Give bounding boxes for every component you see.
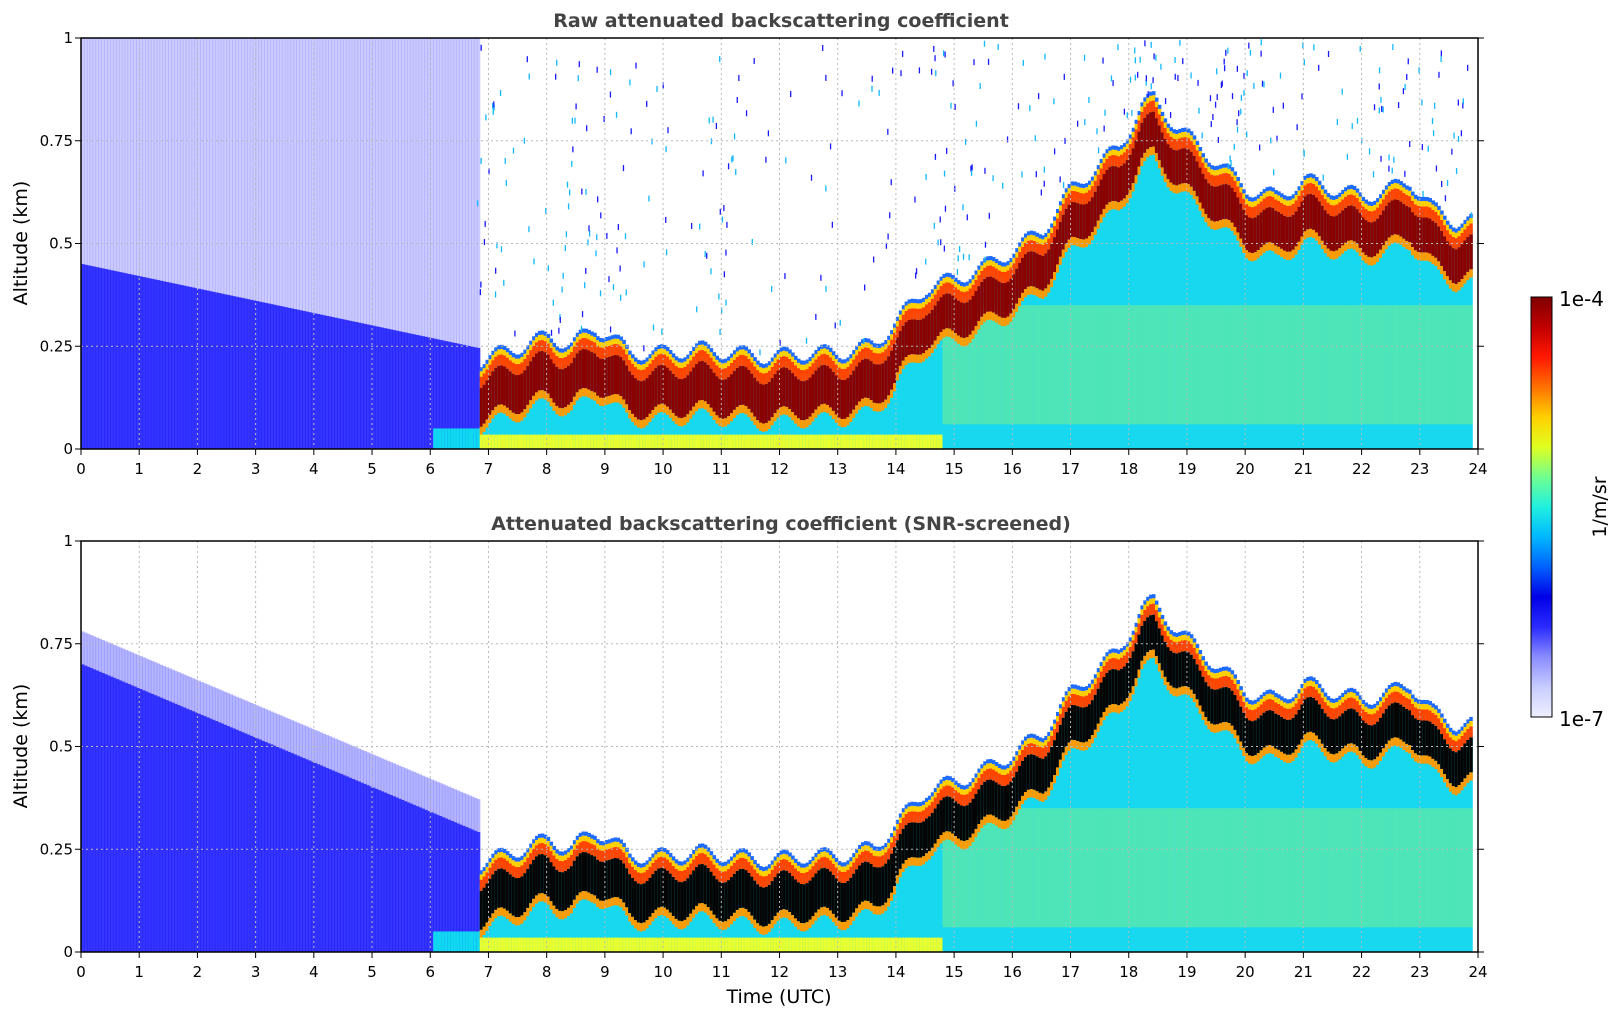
x-tick-label: 5 <box>367 460 377 478</box>
x-tick-label: 4 <box>309 963 319 981</box>
x-tick-label: 18 <box>1119 460 1138 478</box>
colorbar: 1e-4 1e-7 1/m/sr <box>1530 287 1611 731</box>
x-tick-label: 13 <box>828 460 847 478</box>
x-tick-label: 18 <box>1119 963 1138 981</box>
colorbar-label: 1/m/sr <box>1589 476 1611 537</box>
x-tick-label: 4 <box>309 460 319 478</box>
panel-title: Attenuated backscattering coefficient (S… <box>491 513 1071 535</box>
y-tick-label: 1 <box>63 29 73 47</box>
y-tick-label: 0.75 <box>40 132 73 150</box>
y-tick-label: 0 <box>63 440 73 458</box>
x-axis: 0 1 2 3 4 5 6 7 8 9 10 11 12 13 14 15 16 17 18 19 20 21 22 23 24 <box>76 952 1488 981</box>
y-tick-label: 0.5 <box>49 235 73 253</box>
grid-layer <box>81 38 1478 449</box>
x-tick-label: 14 <box>886 460 905 478</box>
x-tick-label: 2 <box>193 460 203 478</box>
y-axis-label: Altitude (km) <box>10 181 32 306</box>
x-tick-label: 7 <box>484 460 494 478</box>
colorbar-max-label: 1e-4 <box>1559 287 1604 311</box>
x-tick-label: 8 <box>542 460 552 478</box>
x-tick-label: 23 <box>1410 963 1429 981</box>
x-tick-label: 14 <box>886 963 905 981</box>
x-tick-label: 2 <box>193 963 203 981</box>
x-tick-label: 7 <box>484 963 494 981</box>
x-tick-label: 19 <box>1177 460 1196 478</box>
x-axis: 0 1 2 3 4 5 6 7 8 9 10 11 12 13 14 15 16 17 18 19 20 21 22 23 24 <box>76 449 1488 478</box>
y-tick-label: 1 <box>63 532 73 550</box>
x-tick-label: 19 <box>1177 963 1196 981</box>
x-tick-label: 15 <box>945 963 964 981</box>
x-tick-label: 3 <box>251 460 261 478</box>
x-tick-label: 17 <box>1061 963 1080 981</box>
x-tick-label: 11 <box>712 460 731 478</box>
x-tick-label: 8 <box>542 963 552 981</box>
x-tick-label: 15 <box>945 460 964 478</box>
x-tick-label: 16 <box>1003 963 1022 981</box>
x-tick-label: 20 <box>1236 460 1255 478</box>
x-tick-label: 9 <box>600 460 610 478</box>
x-tick-label: 0 <box>76 460 86 478</box>
x-tick-label: 21 <box>1294 460 1313 478</box>
x-tick-label: 12 <box>770 963 789 981</box>
y-axis-label: Altitude (km) <box>10 684 32 809</box>
x-tick-label: 12 <box>770 460 789 478</box>
grid-layer <box>81 541 1478 952</box>
x-tick-label: 1 <box>134 460 144 478</box>
x-tick-label: 6 <box>425 460 435 478</box>
x-tick-label: 3 <box>251 963 261 981</box>
colorbar-scale <box>1530 296 1553 718</box>
panel-title: Raw attenuated backscattering coefficien… <box>553 10 1009 32</box>
y-tick-label: 0.5 <box>49 738 73 756</box>
x-tick-label: 13 <box>828 963 847 981</box>
x-tick-label: 24 <box>1468 460 1487 478</box>
x-axis-label: Time (UTC) <box>725 986 831 1008</box>
x-tick-label: 22 <box>1352 460 1371 478</box>
y-tick-label: 0.25 <box>40 840 73 858</box>
x-tick-label: 21 <box>1294 963 1313 981</box>
x-tick-label: 9 <box>600 963 610 981</box>
panel-screened: Attenuated backscattering coefficient (S… <box>10 513 1488 1008</box>
x-tick-label: 20 <box>1236 963 1255 981</box>
y-tick-label: 0.25 <box>40 337 73 355</box>
x-tick-label: 11 <box>712 963 731 981</box>
y-axis: 0 0.25 0.5 0.75 1 <box>40 532 1484 961</box>
colorbar-min-label: 1e-7 <box>1559 707 1604 731</box>
y-tick-label: 0 <box>63 943 73 961</box>
y-tick-label: 0.75 <box>40 635 73 653</box>
x-tick-label: 1 <box>134 963 144 981</box>
x-tick-label: 6 <box>425 963 435 981</box>
x-tick-label: 17 <box>1061 460 1080 478</box>
x-tick-label: 24 <box>1468 963 1487 981</box>
x-tick-label: 16 <box>1003 460 1022 478</box>
heatmap-layer <box>81 594 1473 952</box>
x-tick-label: 10 <box>654 963 673 981</box>
x-tick-label: 10 <box>654 460 673 478</box>
x-tick-label: 5 <box>367 963 377 981</box>
x-tick-label: 22 <box>1352 963 1371 981</box>
x-tick-label: 0 <box>76 963 86 981</box>
y-axis: 0 0.25 0.5 0.75 1 <box>40 29 1484 458</box>
heatmap-layer <box>81 38 1473 450</box>
panel-raw: Raw attenuated backscattering coefficien… <box>10 10 1488 478</box>
x-tick-label: 23 <box>1410 460 1429 478</box>
